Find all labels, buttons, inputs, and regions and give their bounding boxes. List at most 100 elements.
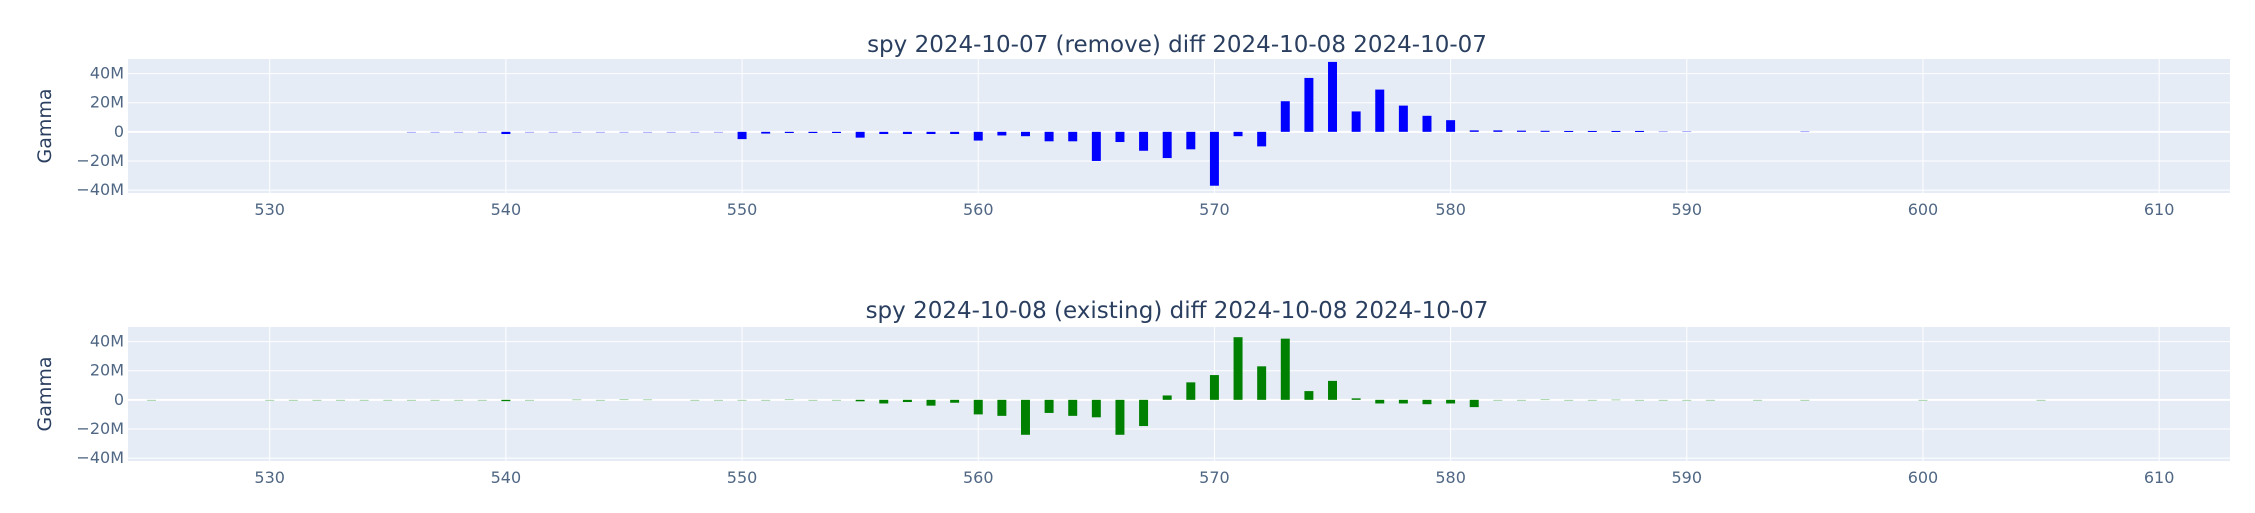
bar[interactable] [1328, 61, 1338, 132]
bar[interactable] [548, 131, 558, 133]
bar[interactable] [406, 399, 416, 401]
bar[interactable] [808, 399, 818, 401]
bar[interactable] [950, 399, 960, 403]
bar[interactable] [1209, 131, 1219, 186]
bar[interactable] [1257, 366, 1267, 400]
bar[interactable] [1587, 399, 1597, 401]
bar[interactable] [643, 131, 653, 133]
bar[interactable] [1351, 111, 1361, 132]
bar[interactable] [1020, 131, 1030, 137]
bar[interactable] [761, 399, 771, 401]
bar[interactable] [572, 399, 582, 401]
bar[interactable] [832, 131, 842, 133]
bar[interactable] [808, 131, 818, 133]
bar[interactable] [525, 131, 534, 133]
bar[interactable] [879, 399, 889, 404]
bar[interactable] [1564, 130, 1574, 132]
bar[interactable] [832, 399, 842, 401]
bar[interactable] [784, 131, 794, 133]
bar[interactable] [1091, 131, 1101, 161]
bar[interactable] [265, 399, 275, 401]
bar[interactable] [595, 399, 605, 401]
bar[interactable] [619, 399, 629, 401]
bar[interactable] [926, 131, 936, 135]
bar[interactable] [643, 399, 653, 401]
bar[interactable] [1800, 399, 1810, 401]
bar[interactable] [1044, 399, 1054, 413]
bar[interactable] [1469, 399, 1479, 408]
bar[interactable] [1422, 399, 1432, 405]
bar[interactable] [690, 399, 700, 401]
bar[interactable] [406, 131, 416, 133]
bar[interactable] [1705, 399, 1715, 401]
bar[interactable] [902, 399, 912, 403]
bar[interactable] [430, 399, 440, 401]
bar[interactable] [1233, 131, 1243, 137]
bar[interactable] [1611, 130, 1621, 132]
bar[interactable] [1753, 399, 1763, 401]
bar[interactable] [1115, 131, 1125, 143]
bar[interactable] [1044, 131, 1054, 142]
bar[interactable] [1446, 399, 1456, 404]
bar[interactable] [2036, 399, 2046, 401]
bar[interactable] [477, 399, 487, 401]
bar[interactable] [997, 399, 1007, 416]
bar[interactable] [1446, 120, 1456, 132]
bar[interactable] [147, 399, 157, 401]
bar[interactable] [1280, 338, 1290, 400]
bar[interactable] [525, 399, 534, 401]
bar[interactable] [383, 399, 393, 401]
bar[interactable] [1611, 399, 1621, 401]
bar[interactable] [1209, 375, 1219, 400]
bar[interactable] [1186, 382, 1196, 400]
bar[interactable] [1233, 337, 1243, 400]
bar[interactable] [1115, 399, 1125, 435]
bar[interactable] [1635, 130, 1645, 132]
bar[interactable] [1658, 399, 1668, 401]
bar[interactable] [973, 131, 983, 141]
bar[interactable] [501, 131, 511, 135]
bar[interactable] [1375, 399, 1385, 404]
bar[interactable] [1139, 131, 1149, 151]
bar[interactable] [1469, 130, 1479, 132]
bar[interactable] [619, 131, 629, 133]
bar[interactable] [1375, 89, 1385, 132]
bar[interactable] [1068, 399, 1078, 416]
bar[interactable] [1398, 399, 1408, 404]
bar[interactable] [1516, 130, 1526, 132]
bar[interactable] [595, 131, 605, 133]
bar[interactable] [713, 131, 723, 133]
bar[interactable] [1068, 131, 1078, 142]
bar[interactable] [879, 131, 889, 135]
bar[interactable] [784, 399, 794, 401]
bar[interactable] [1257, 131, 1267, 147]
bar[interactable] [430, 131, 440, 133]
bar[interactable] [1351, 398, 1361, 400]
bar[interactable] [1422, 115, 1432, 132]
bar[interactable] [1493, 399, 1503, 401]
bar[interactable] [1658, 131, 1668, 133]
bar[interactable] [761, 131, 771, 134]
bar[interactable] [737, 399, 747, 401]
bar[interactable] [1328, 380, 1338, 400]
bar[interactable] [1516, 399, 1526, 401]
bar[interactable] [737, 131, 747, 140]
bar[interactable] [1398, 105, 1408, 132]
bar[interactable] [1682, 131, 1692, 133]
bar[interactable] [1493, 130, 1503, 132]
bar[interactable] [1587, 130, 1597, 132]
bar[interactable] [1304, 391, 1314, 400]
bar[interactable] [1540, 130, 1550, 132]
bar[interactable] [501, 399, 511, 402]
bar[interactable] [997, 131, 1007, 136]
bar[interactable] [1162, 395, 1172, 400]
bar[interactable] [288, 399, 298, 401]
bar[interactable] [1020, 399, 1030, 435]
bar[interactable] [666, 131, 676, 133]
bar[interactable] [477, 131, 487, 133]
bar[interactable] [1091, 399, 1101, 418]
bar[interactable] [312, 399, 322, 401]
bar[interactable] [1540, 399, 1550, 401]
top-plot-area[interactable] [128, 59, 2230, 193]
bar[interactable] [1162, 131, 1172, 159]
